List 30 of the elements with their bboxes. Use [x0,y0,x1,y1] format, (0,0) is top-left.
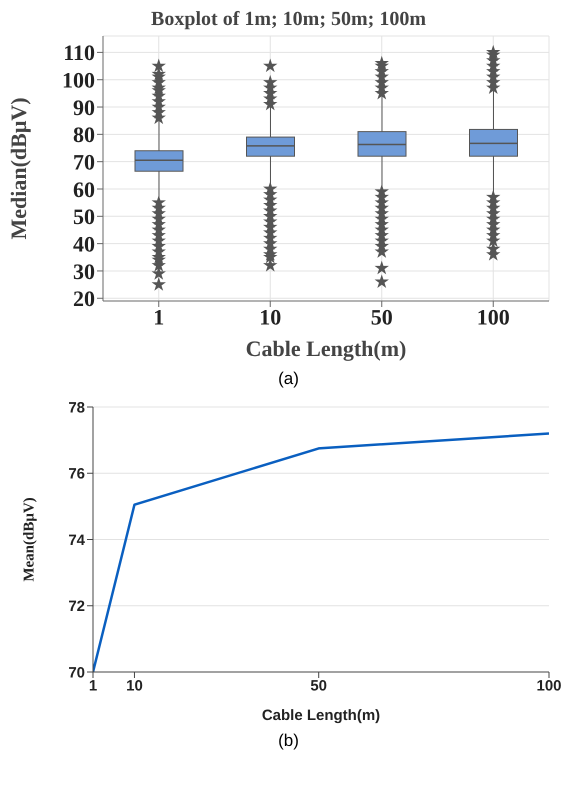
y-tick-label: 76 [68,466,85,483]
text: (b) [277,731,300,751]
x-tick-label: 1 [153,304,164,330]
y-tick-label: 74 [68,532,86,549]
text: (a) [277,369,300,389]
y-tick-label: 80 [73,122,95,148]
y-tick-label: 90 [73,94,95,120]
y-tick-label: 70 [68,664,85,682]
chart-title: Boxplot of 1m; 10m; 50m; 100m [150,8,427,31]
x-tick-label: 50 [310,678,328,695]
y-tick-label: 70 [73,149,95,174]
x-tick-label: 10 [259,304,282,330]
y-tick-label: 72 [68,598,85,616]
y-tick-label: 78 [68,399,85,416]
y-tick-label: 60 [73,176,95,202]
y-tick-label: 20 [73,286,95,312]
x-tick-label: 100 [476,304,510,330]
y-tick-label: 100 [62,68,95,93]
x-tick-label: 50 [370,304,393,330]
y-tick-label: 40 [73,231,95,256]
y-axis-title: Median(dBμV) [6,97,31,240]
y-tick-label: 30 [73,258,95,284]
y-axis-title: Mean(dBμV) [21,497,38,582]
x-tick-label: 1 [88,678,98,695]
x-tick-label: 100 [536,678,562,695]
x-tick-label: 10 [126,678,143,695]
x-axis-title: Cable Length(m) [262,707,380,724]
y-tick-label: 110 [63,40,95,66]
y-tick-label: 50 [73,204,95,230]
x-axis-title: Cable Length(m) [246,336,406,361]
